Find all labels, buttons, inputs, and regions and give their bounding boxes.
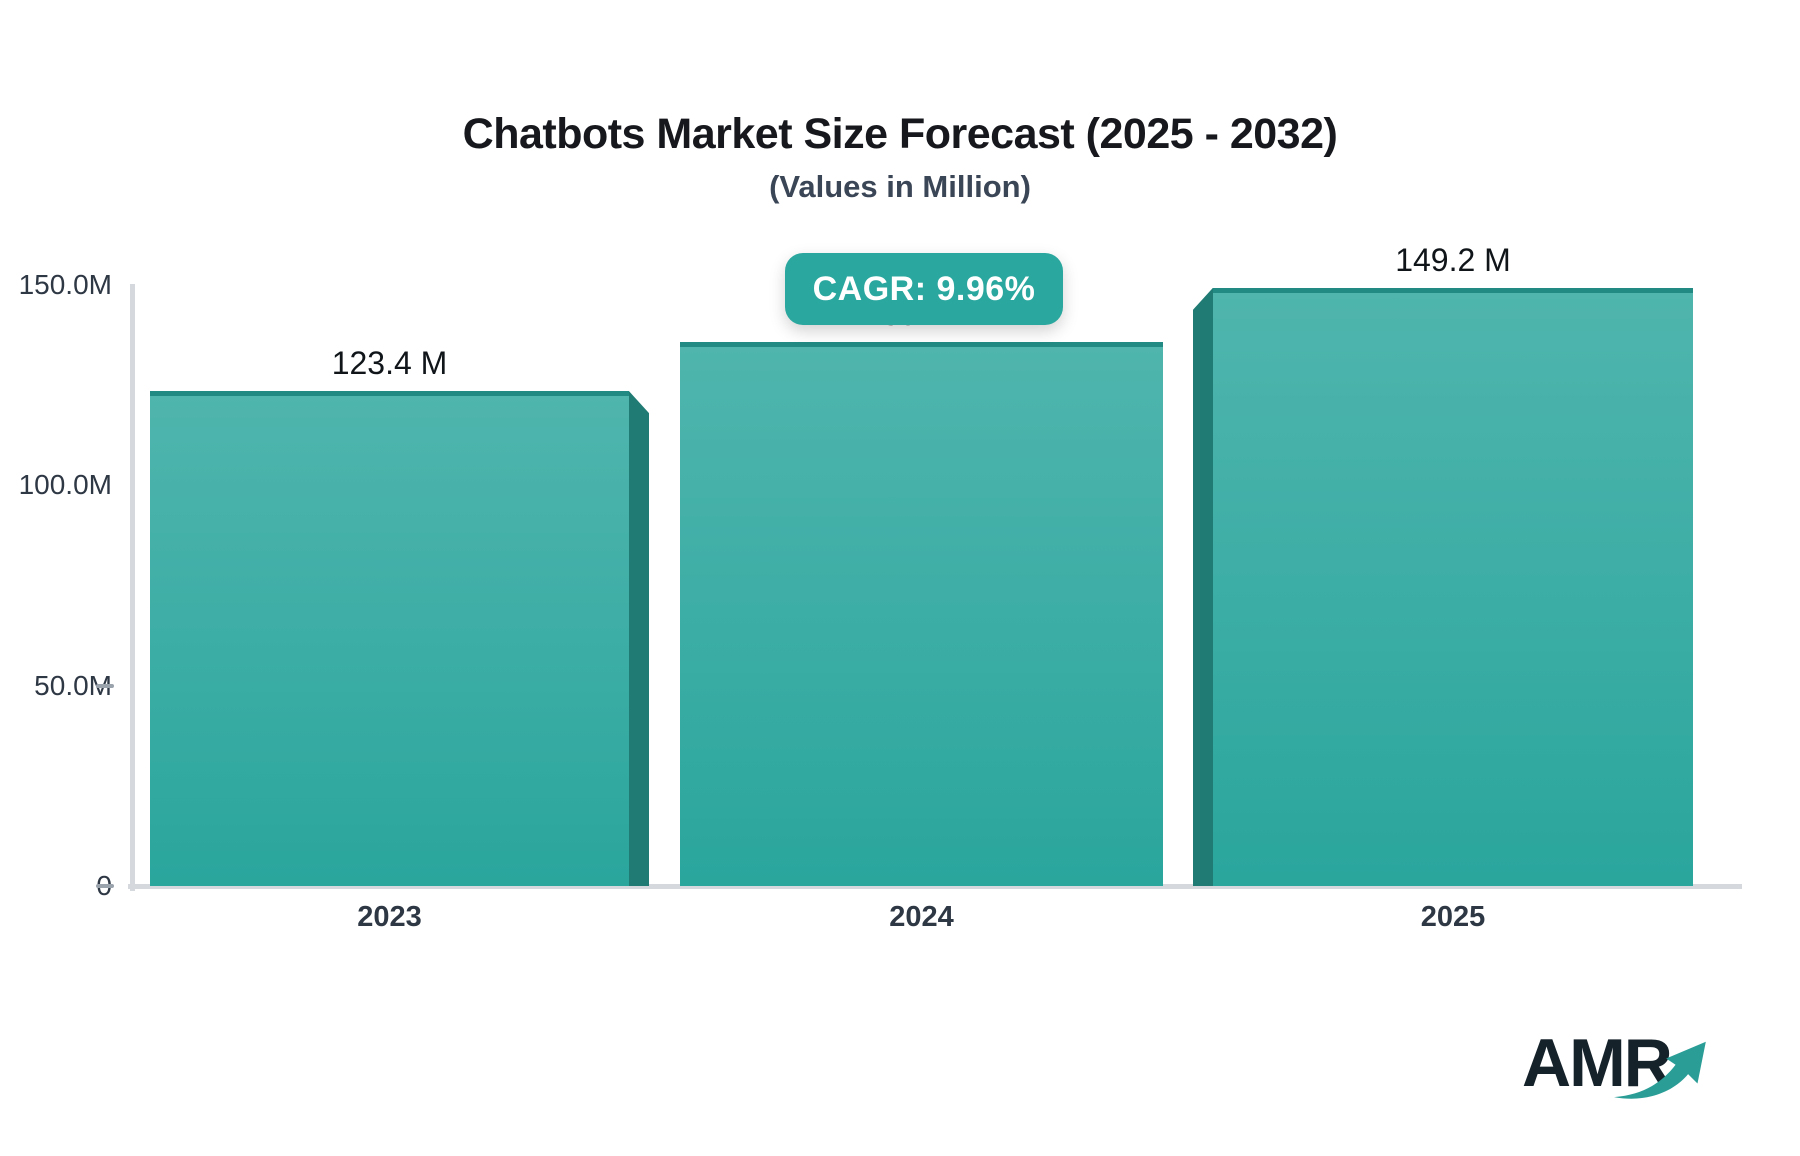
- x-axis-label: 2023: [357, 901, 422, 933]
- bar-2025: [1213, 287, 1693, 886]
- x-axis-label: 2025: [1420, 901, 1486, 933]
- amr-logo-text: AMR: [1522, 1025, 1673, 1101]
- bar-2023: [150, 391, 629, 886]
- y-tick-mark: [96, 683, 114, 688]
- bar-2024: [680, 341, 1163, 886]
- chart-subtitle: (Values in Million): [769, 169, 1031, 204]
- x-axis-line: [128, 884, 1742, 889]
- chart-title: Chatbots Market Size Forecast (2025 - 20…: [462, 110, 1338, 158]
- y-tick-label: 100.0M: [18, 469, 112, 500]
- trending-up-arrow-icon: [1614, 1041, 1706, 1099]
- bar-3d-side-2025: [1193, 287, 1213, 886]
- y-tick-mark: [96, 884, 114, 888]
- x-axis-label: 2024: [889, 901, 954, 933]
- amr-logo: AMR: [1522, 1018, 1732, 1128]
- cagr-badge: CAGR: 9.96%: [785, 253, 1063, 325]
- y-axis-line: [130, 284, 135, 891]
- bar-value-label: 123.4 M: [331, 345, 448, 382]
- bar-3d-side-2023: [629, 391, 649, 886]
- y-tick-label: 150.0M: [18, 268, 112, 300]
- cagr-badge-label: CAGR: 9.96%: [812, 269, 1036, 308]
- bar-value-label: 149.2 M: [1395, 241, 1511, 278]
